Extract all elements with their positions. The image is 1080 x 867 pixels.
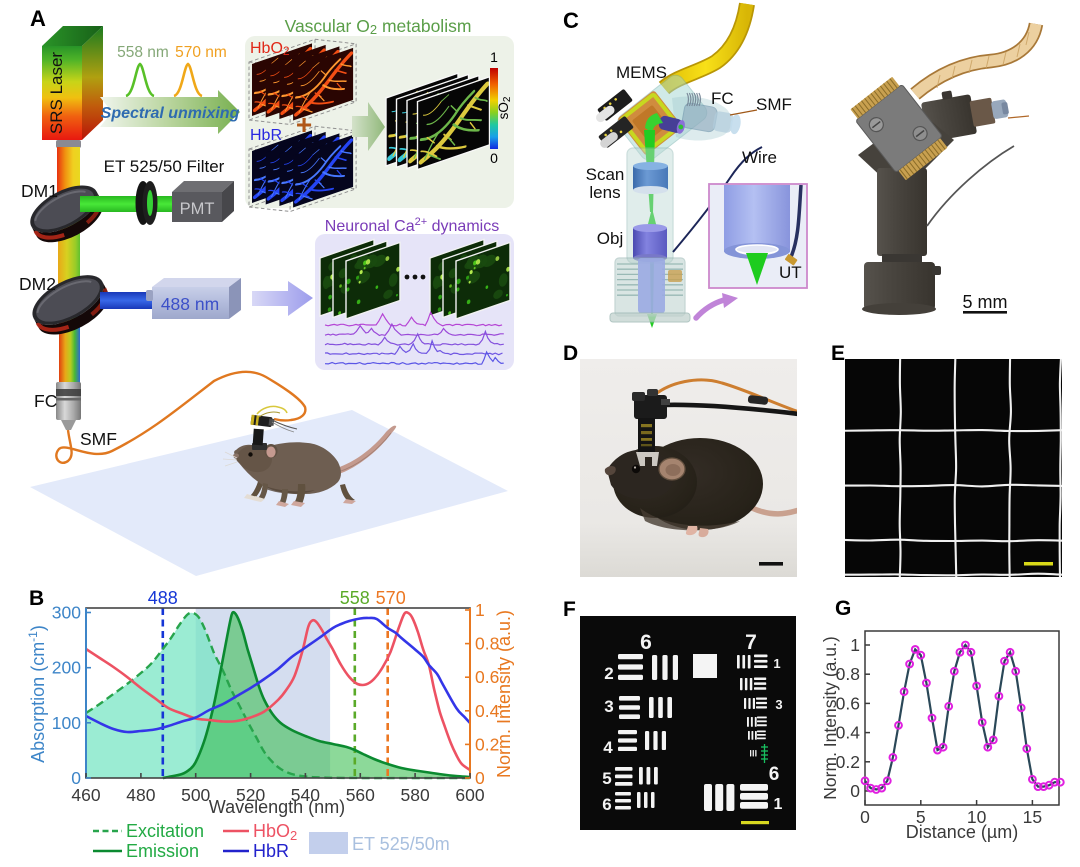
svg-text:0.2: 0.2 [475, 734, 499, 754]
svg-text:558 nm: 558 nm [117, 44, 169, 61]
svg-text:Wavelength (nm): Wavelength (nm) [209, 797, 345, 817]
svg-text:5: 5 [602, 769, 611, 788]
svg-text:0.4: 0.4 [836, 723, 861, 743]
svg-text:Vascular O2 metabolism: Vascular O2 metabolism [285, 16, 472, 37]
svg-text:SRS Laser: SRS Laser [47, 52, 66, 135]
svg-text:1: 1 [773, 656, 780, 671]
svg-text:500: 500 [181, 785, 210, 805]
svg-text:HbO2: HbO2 [253, 821, 297, 843]
svg-text:10: 10 [967, 807, 987, 827]
svg-text:Norm. Intensity (a.u.): Norm. Intensity (a.u.) [820, 636, 840, 799]
svg-text:F: F [563, 598, 576, 621]
svg-text:6: 6 [769, 764, 780, 785]
svg-text:1: 1 [475, 600, 485, 620]
svg-text:+: + [296, 109, 312, 140]
svg-text:0.4: 0.4 [475, 701, 500, 721]
svg-text:580: 580 [400, 785, 429, 805]
svg-text:DM1: DM1 [21, 181, 58, 201]
svg-text:558: 558 [340, 588, 370, 608]
svg-text:300: 300 [52, 603, 81, 623]
svg-text:7: 7 [745, 631, 757, 654]
svg-text:HbR: HbR [250, 127, 282, 144]
svg-text:ET 525/50m: ET 525/50m [352, 834, 450, 854]
svg-text:MEMS: MEMS [616, 63, 667, 82]
svg-text:Wire: Wire [742, 148, 777, 167]
svg-text:0.8: 0.8 [836, 664, 860, 684]
svg-text:1: 1 [850, 635, 860, 655]
svg-text:6: 6 [640, 631, 652, 654]
svg-text:5: 5 [916, 807, 926, 827]
svg-text:0.6: 0.6 [836, 693, 860, 713]
svg-text:4: 4 [603, 738, 613, 757]
svg-text:A: A [30, 6, 46, 31]
svg-text:0: 0 [475, 768, 485, 788]
svg-text:3: 3 [775, 697, 782, 712]
svg-text:FC: FC [711, 89, 734, 108]
svg-text:3: 3 [604, 697, 613, 716]
svg-text:0: 0 [850, 781, 860, 801]
svg-text:SMF: SMF [80, 429, 117, 449]
svg-text:2: 2 [604, 664, 613, 683]
svg-text:D: D [563, 342, 578, 365]
svg-text:480: 480 [126, 785, 155, 805]
svg-text:6: 6 [602, 795, 611, 814]
svg-text:1: 1 [490, 49, 498, 65]
svg-text:HbO2: HbO2 [250, 40, 290, 58]
svg-text:560: 560 [346, 785, 375, 805]
svg-text:1: 1 [774, 796, 783, 813]
svg-text:0: 0 [71, 768, 81, 788]
svg-text:HbR: HbR [253, 841, 289, 861]
svg-text:ET 525/50 Filter: ET 525/50 Filter [104, 157, 225, 176]
svg-text:Spectral unmixing: Spectral unmixing [101, 105, 240, 122]
svg-text:lens: lens [589, 183, 620, 202]
svg-text:0.2: 0.2 [836, 752, 860, 772]
svg-text:Absorption (cm-1): Absorption (cm-1) [26, 625, 48, 763]
svg-text:Emission: Emission [126, 841, 199, 861]
svg-text:540: 540 [291, 785, 320, 805]
svg-text:0: 0 [490, 150, 498, 166]
svg-text:E: E [831, 342, 845, 365]
svg-text:520: 520 [236, 785, 265, 805]
svg-text:B: B [29, 587, 44, 610]
svg-text:Excitation: Excitation [126, 821, 204, 841]
svg-text:570: 570 [376, 588, 406, 608]
svg-text:570 nm: 570 nm [175, 44, 227, 61]
svg-text:SMF: SMF [756, 95, 792, 114]
svg-text:488 nm: 488 nm [161, 294, 219, 314]
svg-text:Neuronal Ca2+ dynamics: Neuronal Ca2+ dynamics [325, 216, 499, 235]
svg-text:200: 200 [52, 658, 81, 678]
svg-text:0.6: 0.6 [475, 667, 499, 687]
svg-text:Norm. Intensity (a.u.): Norm. Intensity (a.u.) [494, 610, 514, 778]
svg-text:Obj: Obj [597, 229, 623, 248]
svg-text:5 mm: 5 mm [963, 292, 1008, 312]
svg-text:460: 460 [71, 785, 100, 805]
svg-text:UT: UT [779, 263, 802, 282]
svg-text:Distance (µm): Distance (µm) [906, 822, 1018, 842]
svg-text:C: C [563, 8, 579, 33]
svg-text:488: 488 [148, 588, 178, 608]
svg-text:Scan: Scan [586, 165, 625, 184]
svg-text:600: 600 [455, 785, 484, 805]
svg-text:FC: FC [34, 391, 57, 411]
svg-text:0: 0 [860, 807, 870, 827]
svg-text:0.8: 0.8 [475, 634, 499, 654]
svg-text:DM2: DM2 [19, 274, 56, 294]
svg-text:G: G [835, 597, 851, 620]
svg-text:15: 15 [1023, 807, 1042, 827]
svg-text:100: 100 [52, 713, 81, 733]
svg-text:PMT: PMT [180, 200, 215, 218]
